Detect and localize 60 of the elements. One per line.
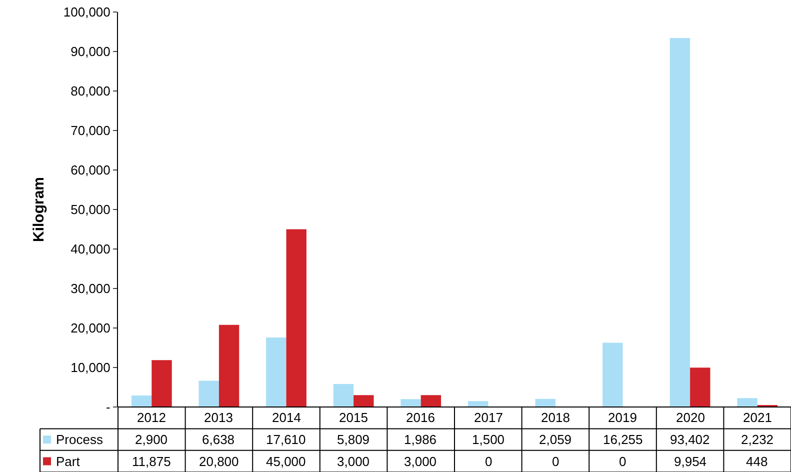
x-tick-label: 2014 <box>272 410 301 425</box>
data-label: 2,900 <box>135 432 168 447</box>
x-tick-label: 2016 <box>406 410 435 425</box>
x-tick-label: 2019 <box>608 410 637 425</box>
bar <box>420 395 442 407</box>
data-label: 9,954 <box>674 454 707 469</box>
x-tick-label: 2013 <box>204 410 233 425</box>
data-label: 2,232 <box>741 432 774 447</box>
bar <box>286 229 306 407</box>
bar <box>333 384 354 407</box>
y-tick-label: 80,000 <box>70 84 110 99</box>
bar <box>266 337 286 407</box>
bar <box>602 342 623 407</box>
x-tick-label: 2018 <box>541 410 570 425</box>
data-label: 5,809 <box>337 432 370 447</box>
y-tick-label: 40,000 <box>70 242 110 257</box>
x-tick-label: 2012 <box>137 410 166 425</box>
data-label: 448 <box>746 454 768 469</box>
data-label: 6,638 <box>202 432 235 447</box>
y-tick-label: 30,000 <box>70 281 110 296</box>
bar <box>670 38 690 407</box>
bar <box>131 396 152 407</box>
bar <box>198 380 219 407</box>
data-label: 20,800 <box>199 454 239 469</box>
y-axis-title: Kilogram <box>30 176 48 242</box>
data-label: 3,000 <box>337 454 370 469</box>
bar <box>354 395 374 407</box>
legend-label: Process <box>56 432 104 447</box>
x-tick-label: 2021 <box>743 410 772 425</box>
data-label: 17,610 <box>266 432 306 447</box>
y-tick-label: 60,000 <box>70 162 110 178</box>
y-tick-label: 10,000 <box>70 360 110 376</box>
x-tick-label: 2015 <box>339 410 368 425</box>
data-label: 11,875 <box>132 454 171 469</box>
data-label: 0 <box>485 454 492 469</box>
data-label: 0 <box>619 454 626 469</box>
y-tick-label: - <box>106 400 110 415</box>
data-label: 1,500 <box>472 432 505 447</box>
y-tick-label: 90,000 <box>70 44 110 60</box>
bar <box>737 398 758 407</box>
bar <box>218 324 240 407</box>
bar <box>400 399 421 407</box>
legend-label: Part <box>56 454 80 469</box>
data-label: 0 <box>552 454 560 469</box>
data-label: 93,402 <box>670 432 710 447</box>
x-tick-label: 2020 <box>676 410 705 425</box>
data-label: 1,986 <box>404 432 437 447</box>
y-tick-label: 70,000 <box>70 123 110 138</box>
x-tick-label: 2017 <box>474 410 503 425</box>
bar <box>690 368 710 407</box>
y-tick-label: 20,000 <box>70 320 110 336</box>
data-label: 2,059 <box>539 432 572 447</box>
bar <box>468 401 488 407</box>
data-label: 45,000 <box>266 454 306 469</box>
bar <box>152 360 172 407</box>
y-tick-label: 50,000 <box>70 202 110 218</box>
data-label: 16,255 <box>603 432 643 447</box>
bar <box>535 398 556 407</box>
y-tick-label: 100,000 <box>63 4 110 20</box>
data-label: 3,000 <box>404 454 437 469</box>
